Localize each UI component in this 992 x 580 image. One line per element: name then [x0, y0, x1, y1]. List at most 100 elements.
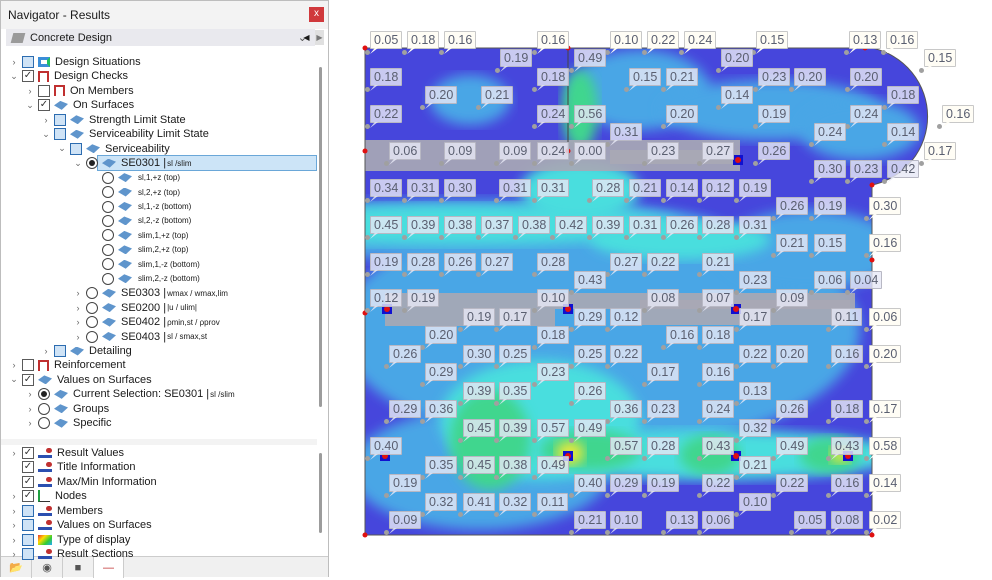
chevron-down-icon[interactable]: ⌄	[10, 70, 18, 81]
chevron-right-icon[interactable]: ›	[28, 85, 32, 96]
chevron-right-icon[interactable]: ›	[12, 520, 16, 531]
chevron-right-icon[interactable]: ›	[76, 302, 80, 313]
radio-button[interactable]	[102, 171, 114, 184]
module-dropdown[interactable]: Concrete Design ⌄	[6, 29, 315, 46]
tree-item[interactable]: › Strength Limit State	[1, 113, 317, 127]
tree-item[interactable]: ✓ Title Information	[1, 460, 317, 474]
tree-item[interactable]: › Reinforcement	[1, 358, 317, 372]
tree-item[interactable]: › SE0303 | wmax / wmax,lim	[1, 286, 317, 300]
checkbox[interactable]: ✓	[22, 461, 34, 474]
chevron-right-icon[interactable]: ›	[76, 288, 80, 299]
tree-item[interactable]: sl,2,+z (top)	[1, 185, 317, 199]
checkbox[interactable]	[54, 128, 66, 141]
checkbox[interactable]: ✓	[22, 373, 34, 386]
radio-button[interactable]	[102, 229, 114, 242]
chevron-down-icon[interactable]: ⌄	[26, 99, 34, 110]
checkbox[interactable]	[22, 533, 34, 546]
checkbox[interactable]: ✓	[38, 99, 50, 112]
eye-tab[interactable]: ◉	[32, 557, 63, 578]
results-tab[interactable]: —	[94, 557, 124, 578]
checkbox[interactable]	[38, 84, 50, 97]
results-viewport[interactable]: 0.05 0.18 0.16 0.16 0.10 0.22 0.24 0.15 0.13 0.16…	[340, 0, 992, 577]
tree-item[interactable]: › ✓ Result Values	[1, 446, 317, 460]
radio-button[interactable]	[102, 258, 114, 271]
radio-button[interactable]	[102, 200, 114, 213]
chevron-right-icon[interactable]: ›	[12, 360, 16, 371]
checkbox[interactable]	[22, 359, 34, 372]
tree-item[interactable]: › SE0403 | sl / smax,st	[1, 330, 317, 344]
close-button[interactable]: x	[309, 7, 324, 22]
tree-item[interactable]: › Members	[1, 504, 317, 518]
chevron-right-icon[interactable]: ›	[44, 114, 48, 125]
tree-item[interactable]: ⌄ ✓ On Surfaces	[1, 98, 317, 112]
radio-button[interactable]	[38, 417, 50, 430]
tree-item[interactable]: ⌄ Serviceability Limit State	[1, 127, 317, 141]
tree-item[interactable]: slim,2,+z (top)	[1, 243, 317, 257]
checkbox[interactable]	[54, 345, 66, 357]
checkbox[interactable]: ✓	[22, 475, 34, 488]
chevron-right-icon[interactable]: ›	[44, 346, 48, 356]
tree-item[interactable]: slim,1,+z (top)	[1, 228, 317, 242]
tree-item[interactable]: › Groups	[1, 402, 317, 416]
radio-button[interactable]	[86, 301, 98, 314]
chevron-right-icon[interactable]: ›	[12, 549, 16, 560]
tree-item[interactable]: › SE0402 | ρmin,st / ρprov	[1, 315, 317, 329]
tree-item[interactable]: › Values on Surfaces	[1, 518, 317, 532]
chevron-right-icon[interactable]: ›	[28, 389, 32, 400]
checkbox[interactable]: ✓	[22, 490, 34, 503]
checkbox[interactable]: ✓	[22, 447, 34, 459]
radio-button[interactable]	[102, 272, 114, 285]
chevron-down-icon[interactable]: ⌄	[58, 143, 66, 154]
tree-item[interactable]: sl,1,-z (bottom)	[1, 200, 317, 214]
checkbox[interactable]: ✓	[22, 70, 34, 83]
radio-button[interactable]	[86, 316, 98, 329]
chevron-right-icon[interactable]: ›	[12, 534, 16, 545]
radio-button[interactable]	[86, 330, 98, 343]
tree-item[interactable]: › Design Situations	[1, 55, 317, 69]
tree-item[interactable]: › Detailing	[1, 344, 317, 358]
chevron-down-icon[interactable]: ⌄	[10, 374, 18, 385]
chevron-right-icon[interactable]: ›	[28, 418, 32, 429]
tree-item[interactable]: ⌄ SE0301 | sl /slim	[1, 155, 317, 172]
tree-item[interactable]: › Specific	[1, 416, 317, 430]
checkbox[interactable]	[22, 56, 34, 68]
chevron-right-icon[interactable]: ›	[12, 491, 16, 502]
next-arrow-button[interactable]: ▶	[315, 30, 324, 45]
tree-item[interactable]: › Current Selection: SE0301 | sl /slim	[1, 387, 317, 401]
tree-item[interactable]: ⌄ ✓ Design Checks	[1, 69, 317, 83]
tree-item[interactable]: › Type of display	[1, 533, 317, 547]
tree-item[interactable]: ⌄ ✓ Values on Surfaces	[1, 373, 317, 387]
tree-item[interactable]: slim,1,-z (bottom)	[1, 257, 317, 271]
project-tab[interactable]: 📂	[1, 557, 32, 578]
chevron-down-icon[interactable]: ⌄	[42, 128, 50, 139]
tree-scrollbar[interactable]	[319, 67, 322, 407]
tree-item[interactable]: sl,2,-z (bottom)	[1, 214, 317, 228]
radio-button[interactable]	[102, 243, 114, 256]
checkbox[interactable]	[70, 142, 82, 155]
radio-button[interactable]	[86, 157, 98, 170]
chevron-down-icon[interactable]: ⌄	[74, 157, 82, 168]
radio-button[interactable]	[38, 402, 50, 415]
chevron-right-icon[interactable]: ›	[28, 403, 32, 414]
display-scrollbar[interactable]	[319, 453, 322, 533]
tree-item[interactable]: slim,2,-z (bottom)	[1, 272, 317, 286]
radio-button[interactable]	[38, 388, 50, 401]
radio-button[interactable]	[102, 214, 114, 227]
tree-item[interactable]: › SE0200 | |u / ulim|	[1, 301, 317, 315]
chevron-right-icon[interactable]: ›	[12, 57, 16, 67]
tree-item[interactable]: ⌄ Serviceability	[1, 142, 317, 156]
tree-item[interactable]: › On Members	[1, 84, 317, 98]
chevron-right-icon[interactable]: ›	[76, 317, 80, 328]
radio-button[interactable]	[102, 186, 114, 199]
tree-item[interactable]: › Result Sections	[1, 547, 317, 561]
radio-button[interactable]	[86, 287, 98, 300]
chevron-right-icon[interactable]: ›	[12, 505, 16, 516]
tree-item[interactable]: › ✓ Nodes	[1, 489, 317, 503]
prev-arrow-button[interactable]: ◀	[303, 33, 310, 42]
checkbox[interactable]	[54, 113, 66, 126]
tree-item[interactable]: ✓ Max/Min Information	[1, 475, 317, 489]
camera-tab[interactable]: ■	[63, 557, 94, 578]
tree-item[interactable]: sl,1,+z (top)	[1, 171, 317, 185]
checkbox[interactable]	[22, 548, 34, 561]
checkbox[interactable]	[22, 504, 34, 517]
